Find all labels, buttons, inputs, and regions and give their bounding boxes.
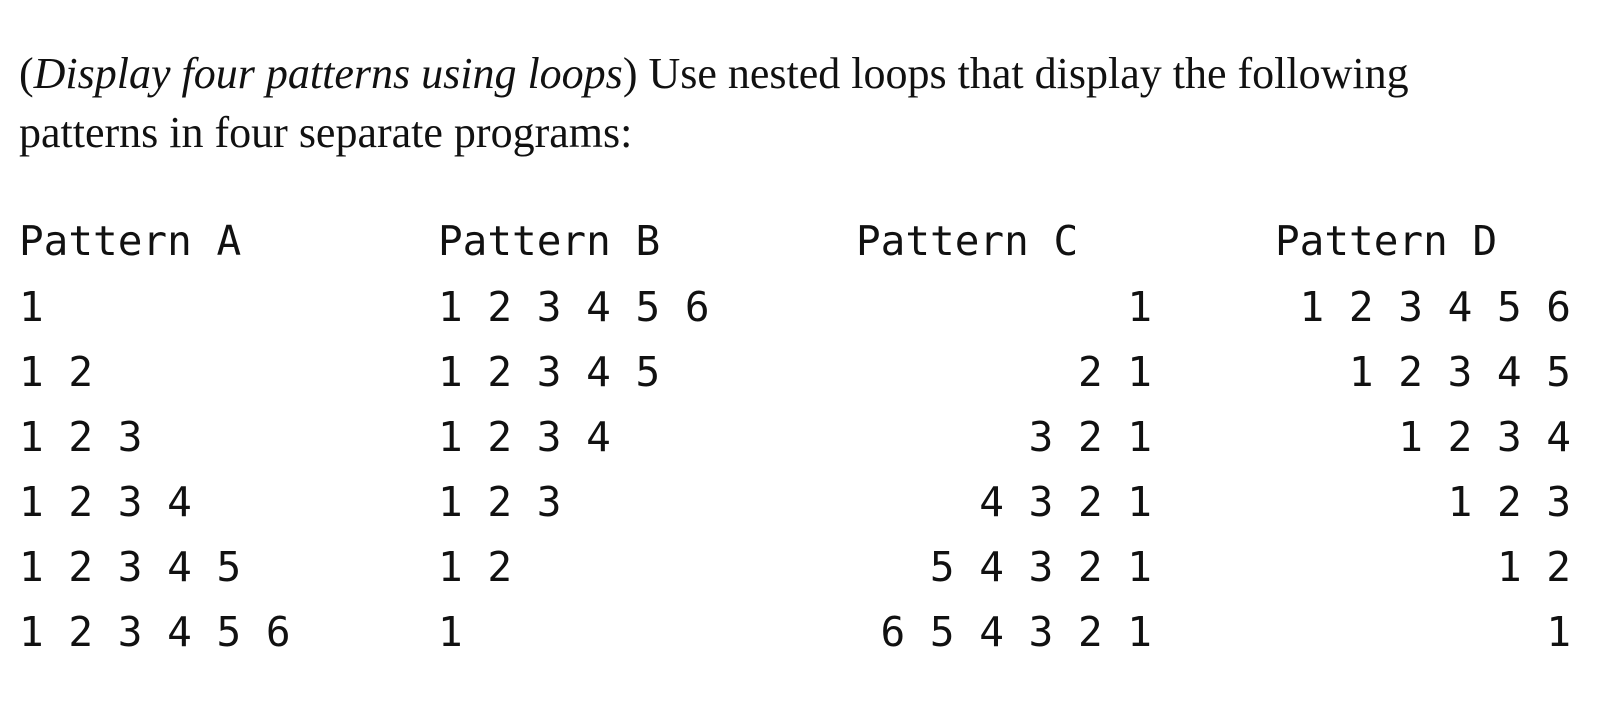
- pattern-b-row-5: 1 2: [438, 543, 513, 591]
- pattern-a-row-2: 1 2: [19, 348, 94, 396]
- pattern-c-row-1: 1: [1127, 283, 1152, 331]
- problem-statement: (Display four patterns using loops) Use …: [19, 44, 1589, 162]
- problem-text-line2: patterns in four separate programs:: [19, 108, 633, 157]
- pattern-d-label: Pattern D: [1275, 217, 1498, 265]
- pattern-c-row-4: 4 3 2 1: [979, 478, 1152, 526]
- pattern-a-row-1: 1: [19, 283, 44, 331]
- problem-text-line1: Use nested loops that display the follow…: [637, 49, 1409, 98]
- pattern-b-row-4: 1 2 3: [438, 478, 562, 526]
- pattern-b-label: Pattern B: [438, 217, 661, 265]
- pattern-d-row-4: 1 2 3: [1447, 478, 1571, 526]
- pattern-a-row-4: 1 2 3 4: [19, 478, 192, 526]
- pattern-c: Pattern C 1 2 1 3 2 1 4 3 2 1 5 4 3 2 1 …: [856, 218, 1152, 674]
- pattern-b-row-2: 1 2 3 4 5: [438, 348, 661, 396]
- pattern-b: Pattern B 1 2 3 4 5 6 1 2 3 4 5 1 2 3 4 …: [438, 218, 738, 674]
- pattern-a-row-5: 1 2 3 4 5: [19, 543, 242, 591]
- close-paren: ): [622, 49, 638, 98]
- open-paren: (: [19, 49, 34, 98]
- pattern-b-row-3: 1 2 3 4: [438, 413, 611, 461]
- pattern-a-label: Pattern A: [19, 217, 242, 265]
- pattern-a-row-6: 1 2 3 4 5 6: [19, 608, 291, 656]
- pattern-c-row-2: 2 1: [1077, 348, 1152, 396]
- pattern-c-row-6: 6 5 4 3 2 1: [880, 608, 1152, 656]
- pattern-d-row-2: 1 2 3 4 5: [1348, 348, 1571, 396]
- pattern-d-row-6: 1: [1546, 608, 1571, 656]
- pattern-d-row-3: 1 2 3 4: [1398, 413, 1571, 461]
- pattern-d-row-1: 1 2 3 4 5 6: [1299, 283, 1571, 331]
- problem-title: Display four patterns using loops: [33, 49, 623, 98]
- pattern-d-row-5: 1 2: [1496, 543, 1571, 591]
- pattern-d: Pattern D 1 2 3 4 5 6 1 2 3 4 5 1 2 3 4 …: [1275, 218, 1571, 674]
- pattern-c-label: Pattern C: [856, 217, 1079, 265]
- pattern-a: Pattern A 1 1 2 1 2 3 1 2 3 4 1 2 3 4 5 …: [19, 218, 319, 674]
- pattern-b-row-6: 1: [438, 608, 463, 656]
- pattern-b-row-1: 1 2 3 4 5 6: [438, 283, 710, 331]
- pattern-c-row-5: 5 4 3 2 1: [929, 543, 1152, 591]
- pattern-a-row-3: 1 2 3: [19, 413, 143, 461]
- pattern-c-row-3: 3 2 1: [1028, 413, 1152, 461]
